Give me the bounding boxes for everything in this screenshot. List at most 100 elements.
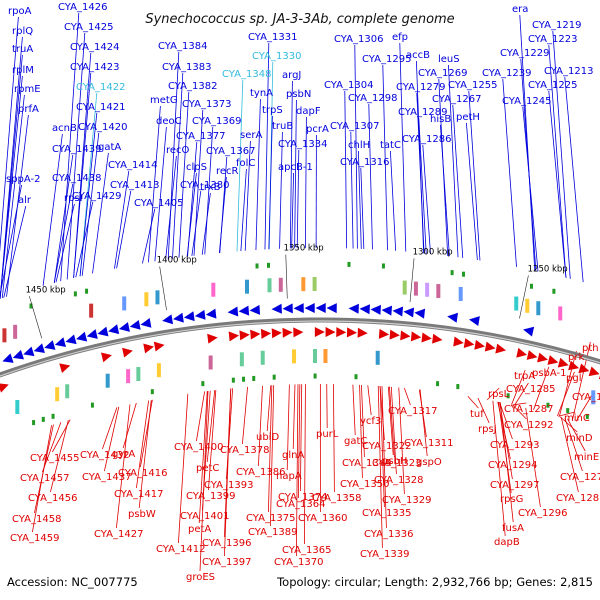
reverse-gene-label: petC [196,463,219,474]
reverse-gene-label: CYA_1336 [364,529,413,540]
forward-gene-arrow [108,324,120,335]
forward-gene-label: dapF [296,106,321,117]
forward-callout-line [191,190,202,257]
rna-marker [41,416,45,422]
reverse-gene-label: CYA_1297 [490,480,539,491]
forward-gene-label: recO [166,145,190,156]
reverse-callout-line [226,388,234,480]
forward-gene-label: CYA_1289 [398,107,447,118]
reverse-gene-label: CYA_1328 [374,475,423,486]
reverse-gene-label: CYA_1276 [560,472,600,483]
reverse-gene-arrow [484,341,496,352]
forward-gene-arrow [392,306,404,317]
forward-gene-label: trxB [200,182,221,193]
forward-callout-line [172,72,184,259]
forward-gene-label: CYA_1438 [52,173,101,184]
forward-gene-label: CYA_1245 [502,96,551,107]
reverse-gene-label: CYA_1329 [382,495,431,506]
forward-gene-label: CYA_1377 [176,131,225,142]
reverse-callout-line [140,399,153,468]
reverse-gene-arrow [207,333,218,344]
cog-color-block [458,286,463,301]
rna-marker [51,413,55,419]
reverse-gene-label: CYA_1456 [28,493,77,504]
reverse-gene-label: CYA_1317 [388,406,437,417]
reverse-callout-line [268,385,273,513]
reverse-callout-line [266,385,272,432]
forward-callout-line [466,122,478,261]
reverse-gene-arrow [101,352,112,363]
reverse-callout-line [258,385,263,467]
reverse-callout-line [116,404,131,529]
forward-gene-arrow [348,303,359,314]
reverse-gene-label: rpsL [488,389,510,400]
cog-color-block [2,328,7,343]
reverse-gene-label: CYA_1400 [174,442,223,453]
forward-gene-label: rplM [12,65,34,76]
rna-marker [436,381,440,387]
forward-callout-line [358,150,362,249]
forward-callout-line [468,90,481,261]
rna-marker [90,402,94,408]
forward-callout-line [236,79,244,252]
forward-gene-label: CYA_1422 [76,82,125,93]
cog-color-block [278,277,283,292]
reverse-callout-line [381,386,387,529]
rna-marker [354,374,358,380]
reverse-callout-line [477,397,490,424]
forward-callout-line [564,76,584,283]
reverse-gene-arrow [421,332,432,343]
forward-callout-line [548,44,567,278]
accession-text: Accession: NC_007775 [7,575,138,589]
reverse-callout-line [571,341,591,421]
reverse-callout-line [359,384,363,479]
forward-gene-callout-lines [0,12,584,299]
cog-color-block [591,390,596,405]
reverse-callout-line [178,393,189,544]
reverse-gene-arrow [453,336,464,347]
forward-gene-arrow [315,303,326,314]
forward-gene-label: CYA_1229 [500,48,549,59]
tick-line [285,254,288,299]
forward-gene-label: acnB [52,123,77,134]
forward-gene-label: CYA_1267 [432,94,481,105]
forward-callout-line [0,75,23,299]
forward-gene-label: chlH [348,140,370,151]
forward-gene-label: CYA_1295 [362,54,411,65]
forward-gene-arrow [118,322,130,332]
reverse-callout-line [199,391,209,572]
forward-callout-line [294,99,297,249]
reverse-gene-label: prk [568,352,584,363]
forward-callout-line [304,116,307,249]
genome-backbone [0,317,600,378]
forward-callout-line [42,133,63,286]
forward-gene-label: era [512,4,528,15]
reverse-gene-label: CYA_1311 [404,438,453,449]
reverse-callout-line [467,396,479,409]
reverse-gene-arrow [0,383,9,393]
forward-gene-label: tatC [380,140,401,151]
rna-marker [546,402,550,408]
forward-gene-label: CYA_1286 [402,134,451,145]
tick-label: 1250 kbp [528,265,568,275]
cog-color-block [267,278,272,293]
forward-gene-arrow [468,316,480,327]
forward-gene-label: gatA [98,142,121,153]
reverse-gene-arrow [293,327,304,338]
forward-callout-line [279,131,283,249]
rna-marker [313,373,317,379]
reverse-gene-label: CYA_1358 [312,493,361,504]
forward-callout-line [418,117,427,254]
reverse-gene-arrow [153,341,165,352]
reverse-callout-line [138,399,152,509]
forward-gene-label: CYA_1439 [52,144,101,155]
forward-callout-line [79,112,98,277]
forward-callout-line [55,203,75,283]
reverse-gene-label: psbA-1 [532,368,567,379]
reverse-gene-arrow [432,333,443,344]
forward-gene-label: CYA_1420 [78,122,127,133]
reverse-callout-line [514,382,529,406]
forward-gene-label: CYA_1316 [340,157,389,168]
reverse-gene-label: glnA [282,450,304,461]
forward-gene-label: rpoA [8,6,32,17]
